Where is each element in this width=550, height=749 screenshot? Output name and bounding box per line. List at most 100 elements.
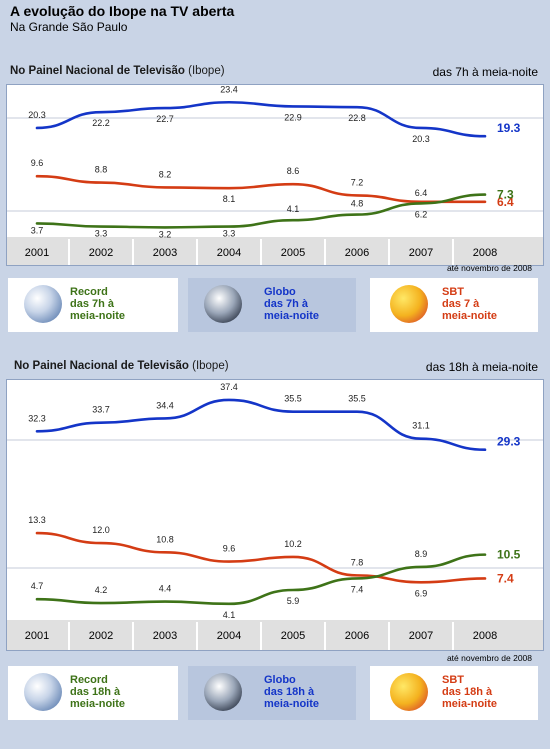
legend-line: meia-noite <box>264 310 320 322</box>
legend-line: das 7h à <box>70 298 115 310</box>
legend-label: SBT das 7 à meia-noite <box>442 286 497 322</box>
data-label: 6.4 <box>415 188 428 198</box>
legend-line: das 18h à <box>442 686 493 698</box>
x-tick-label: 2006 <box>345 247 369 259</box>
data-label: 4.4 <box>159 584 172 594</box>
legend-line: meia-noite <box>442 310 498 322</box>
data-label: 3.7 <box>31 225 44 235</box>
data-label-final: 7.3 <box>497 188 514 202</box>
legend-line: SBT <box>442 286 464 298</box>
x-tick-label: 2008 <box>473 630 497 642</box>
data-label: 4.8 <box>351 199 364 209</box>
panel-heading: No Painel Nacional de Televisão (Ibope) <box>10 65 225 77</box>
data-label: 4.1 <box>223 610 236 620</box>
data-label: 7.2 <box>351 177 364 187</box>
data-label: 37.4 <box>220 382 238 392</box>
data-label-final: 10.5 <box>497 548 521 562</box>
data-label: 35.5 <box>284 394 302 404</box>
x-tick-label: 2005 <box>281 247 305 259</box>
data-label: 22.7 <box>156 114 174 124</box>
record-logo-icon <box>24 673 62 711</box>
series-line-sbt <box>35 174 487 204</box>
legend-line: SBT <box>442 674 464 686</box>
data-label: 8.6 <box>287 166 300 176</box>
series-line-globo <box>35 100 487 138</box>
x-tick-label: 2002 <box>89 247 113 259</box>
series-line-sbt <box>35 531 487 584</box>
data-label: 20.3 <box>28 110 46 120</box>
data-label: 4.1 <box>287 204 300 214</box>
sbt-logo-icon <box>390 285 428 323</box>
legend-globo: Globo das 7h à meia-noite <box>188 278 356 332</box>
legend-sbt: SBT das 7 à meia-noite <box>370 278 538 332</box>
panel-heading: No Painel Nacional de Televisão (Ibope) <box>14 360 229 372</box>
data-label: 8.2 <box>159 169 172 179</box>
legend-label: Record das 7h à meia-noite <box>70 286 125 322</box>
x-tick-label: 2007 <box>409 247 433 259</box>
chart-box: 2001 2002 2003 2004 2005 2006 2007 2008 20.3 22.2… <box>6 84 544 266</box>
legend-globo: Globo das 18h à meia-noite <box>188 666 356 720</box>
legend-line: das 18h à <box>264 686 315 698</box>
legend-line: das 7 à <box>442 298 480 310</box>
x-tick-label: 2003 <box>153 630 177 642</box>
legend-line: Globo <box>264 286 296 298</box>
chart-box: 2001 2002 2003 2004 2005 2006 2007 2008 32.3 33.7… <box>6 379 544 651</box>
data-label: 3.3 <box>223 229 236 239</box>
legend-line: Record <box>70 674 108 686</box>
series-line-record <box>35 553 487 606</box>
data-label: 12.0 <box>92 525 110 535</box>
legend-label: Record das 18h à meia-noite <box>70 674 125 710</box>
data-label: 8.8 <box>95 165 108 175</box>
data-label: 6.9 <box>415 588 428 598</box>
legend-line: Globo <box>264 674 296 686</box>
legend-record: Record das 18h à meia-noite <box>8 666 178 720</box>
globo-logo-icon <box>204 673 242 711</box>
data-label: 22.2 <box>92 118 110 128</box>
data-label: 10.2 <box>284 539 302 549</box>
data-label: 13.3 <box>28 515 46 525</box>
data-label-final: 6.4 <box>497 195 514 209</box>
data-label: 7.4 <box>351 584 364 594</box>
panel-heading-suffix: (Ibope) <box>192 360 229 372</box>
data-label: 32.3 <box>28 413 46 423</box>
data-label: 6.2 <box>415 209 428 219</box>
globo-logo-icon <box>204 285 242 323</box>
panel-heading-text: No Painel Nacional de Televisão <box>10 65 185 77</box>
x-tick-label: 2004 <box>217 247 241 259</box>
legend-line: meia-noite <box>70 698 126 710</box>
data-label: 10.8 <box>156 534 174 544</box>
source-note: até novembro de 2008 <box>446 653 532 663</box>
x-tick-label: 2001 <box>25 630 49 642</box>
data-label: 31.1 <box>412 421 430 431</box>
legend-line: Record <box>70 286 108 298</box>
data-label: 8.9 <box>415 549 428 559</box>
x-tick-label: 2008 <box>473 247 497 259</box>
x-tick-label: 2001 <box>25 247 49 259</box>
x-tick-label: 2004 <box>217 630 241 642</box>
data-label-final: 29.3 <box>497 435 521 449</box>
data-label-final: 7.4 <box>497 571 514 585</box>
legend-label: SBT das 18h à meia-noite <box>442 674 497 710</box>
x-tick-label: 2003 <box>153 247 177 259</box>
data-label: 23.4 <box>220 85 238 94</box>
series-line-globo <box>35 398 487 452</box>
data-label: 33.7 <box>92 405 110 415</box>
page-subtitle: Na Grande São Paulo <box>10 20 128 34</box>
page-title: A evolução do Ibope na TV aberta <box>10 3 235 19</box>
data-label: 5.9 <box>287 596 300 606</box>
line-chart: 2001 2002 2003 2004 2005 2006 2007 2008 20.3 22.2… <box>7 85 543 265</box>
x-tick-label: 2002 <box>89 630 113 642</box>
x-tick-label: 2005 <box>281 630 305 642</box>
legend-record: Record das 7h à meia-noite <box>8 278 178 332</box>
x-axis-band <box>7 237 543 265</box>
series-line-record <box>35 193 487 229</box>
x-tick-label: 2007 <box>409 630 433 642</box>
x-axis-band <box>7 620 543 650</box>
data-label-final: 19.3 <box>497 121 521 135</box>
panel-time-range: das 7h à meia-noite <box>432 65 538 79</box>
panel-heading-text: No Painel Nacional de Televisão <box>14 360 189 372</box>
legend-line: meia-noite <box>264 698 320 710</box>
legend-line: das 7h à <box>264 298 309 310</box>
data-label: 8.1 <box>223 194 236 204</box>
data-label: 9.6 <box>31 158 44 168</box>
